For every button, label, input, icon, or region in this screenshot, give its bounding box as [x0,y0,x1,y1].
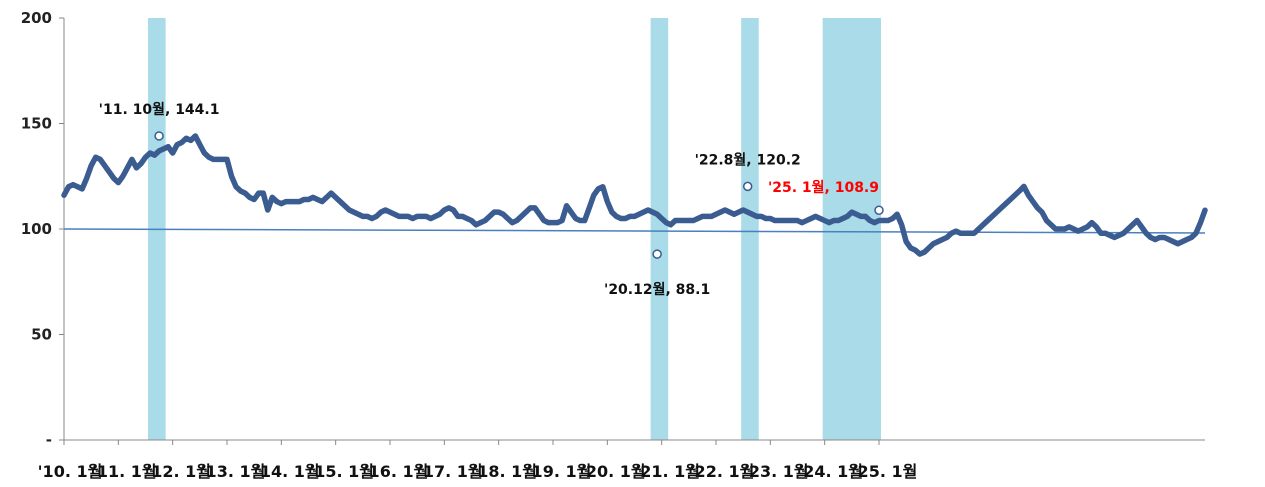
x-tick-label: '19. 1월 [527,462,592,481]
annotation-labels: '11. 10월, 144.1 '20.12월, 88.1 '22.8월, 120.… [99,101,879,298]
y-tick-label: - [46,431,52,449]
x-tick-label: '11. 1월 [92,462,157,481]
highlight-point [742,181,753,192]
y-tick-label: 200 [21,9,52,27]
highlight-point [874,205,884,215]
x-tick-label: '25. 1월 [853,462,918,481]
shaded-period [650,18,669,440]
x-tick-label: '14. 1월 [255,462,320,481]
x-tick-label: '22. 1월 [690,462,755,481]
x-tick-label: '10. 1월 [38,462,103,481]
series-line [61,133,1208,257]
annotation-label: '20.12월, 88.1 [604,281,710,298]
x-tick-label: '18. 1월 [472,462,537,481]
x-tick-label: '12. 1월 [146,462,211,481]
highlight-points [154,131,884,259]
y-tick-label: 50 [31,326,52,344]
axes: - 50 100 150 200 '10. 1월'11. 1월'12. 1월'13. 1월… [21,9,1205,481]
x-tick-label: '13. 1월 [201,462,266,481]
annotation-label: '11. 10월, 144.1 [99,101,220,118]
series-line-group [61,133,1208,257]
x-tick-label: '17. 1월 [418,462,483,481]
x-tick-label: '16. 1월 [364,462,429,481]
reference-line-group [63,228,1206,234]
annotation-label: '22.8월, 120.2 [695,151,801,168]
highlight-point [652,249,662,259]
y-tick-label: 100 [21,220,52,238]
shaded-periods [148,18,881,440]
shaded-period [741,18,759,440]
y-tick-label: 150 [21,115,52,133]
x-tick-label: '23. 1월 [744,462,809,481]
highlight-point [154,131,164,141]
x-tick-label: '21. 1월 [635,462,700,481]
annotation-label: '25. 1월, 108.9 [768,179,879,196]
x-tick-label: '24. 1월 [798,462,863,481]
x-tick-label: '20. 1월 [581,462,646,481]
shaded-period [822,18,881,440]
x-tick-label: '15. 1월 [309,462,374,481]
reference-line [63,228,1206,234]
